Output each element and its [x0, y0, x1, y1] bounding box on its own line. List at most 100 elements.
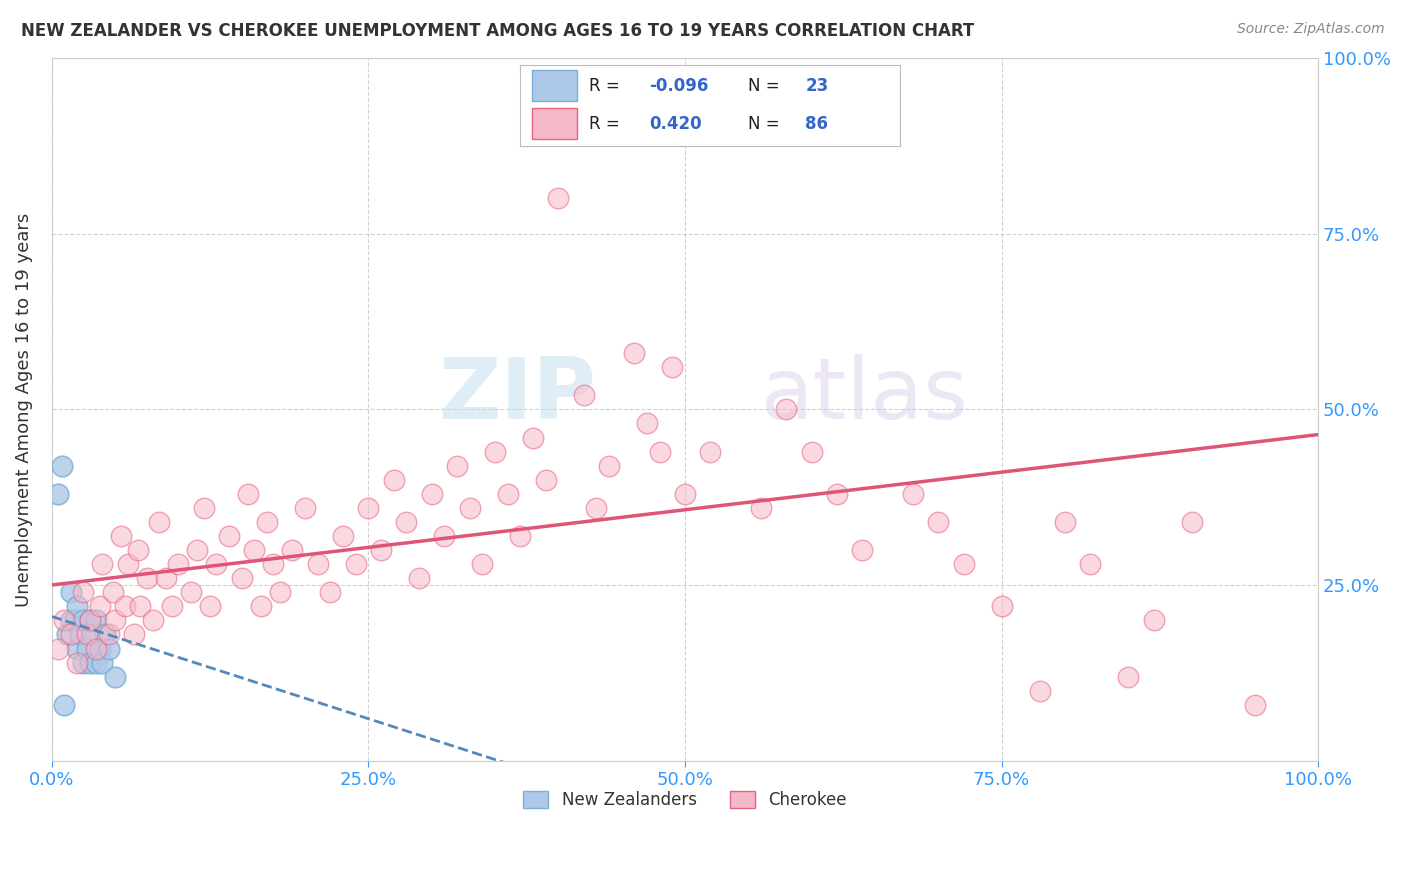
Point	[1116, 670, 1139, 684]
Point	[122, 627, 145, 641]
Point	[509, 529, 531, 543]
Point	[572, 388, 595, 402]
Point	[1142, 614, 1164, 628]
Point	[231, 571, 253, 585]
Point	[749, 500, 772, 515]
Point	[471, 557, 494, 571]
Point	[72, 585, 94, 599]
Point	[598, 458, 620, 473]
Point	[97, 641, 120, 656]
Point	[84, 656, 107, 670]
Point	[1078, 557, 1101, 571]
Point	[127, 543, 149, 558]
Point	[148, 515, 170, 529]
Point	[142, 614, 165, 628]
Point	[547, 191, 569, 205]
Point	[256, 515, 278, 529]
Point	[724, 121, 747, 136]
Point	[76, 627, 98, 641]
Text: atlas: atlas	[761, 354, 969, 437]
Point	[661, 360, 683, 375]
Point	[101, 585, 124, 599]
Point	[193, 500, 215, 515]
Point	[673, 487, 696, 501]
Point	[382, 473, 405, 487]
Point	[135, 571, 157, 585]
Point	[344, 557, 367, 571]
Point	[91, 557, 114, 571]
Point	[72, 656, 94, 670]
Point	[56, 627, 79, 641]
Point	[160, 599, 183, 614]
Point	[307, 557, 329, 571]
Point	[927, 515, 949, 529]
Y-axis label: Unemployment Among Ages 16 to 19 years: Unemployment Among Ages 16 to 19 years	[15, 212, 32, 607]
Point	[249, 599, 271, 614]
Point	[218, 529, 240, 543]
Point	[114, 599, 136, 614]
Point	[281, 543, 304, 558]
Point	[319, 585, 342, 599]
Point	[585, 500, 607, 515]
Point	[79, 614, 101, 628]
Text: NEW ZEALANDER VS CHEROKEE UNEMPLOYMENT AMONG AGES 16 TO 19 YEARS CORRELATION CHA: NEW ZEALANDER VS CHEROKEE UNEMPLOYMENT A…	[21, 22, 974, 40]
Point	[66, 599, 89, 614]
Point	[990, 599, 1012, 614]
Point	[332, 529, 354, 543]
Point	[82, 627, 104, 641]
Point	[59, 627, 82, 641]
Point	[79, 614, 101, 628]
Point	[167, 557, 190, 571]
Point	[79, 656, 101, 670]
Point	[243, 543, 266, 558]
Point	[534, 473, 557, 487]
Point	[269, 585, 291, 599]
Point	[180, 585, 202, 599]
Point	[433, 529, 456, 543]
Point	[699, 444, 721, 458]
Point	[408, 571, 430, 585]
Point	[205, 557, 228, 571]
Point	[97, 627, 120, 641]
Point	[775, 402, 797, 417]
Point	[72, 614, 94, 628]
Point	[420, 487, 443, 501]
Point	[94, 627, 117, 641]
Point	[155, 571, 177, 585]
Point	[59, 614, 82, 628]
Point	[104, 614, 127, 628]
Point	[46, 641, 69, 656]
Point	[91, 656, 114, 670]
Point	[294, 500, 316, 515]
Point	[851, 543, 873, 558]
Point	[76, 641, 98, 656]
Point	[484, 444, 506, 458]
Point	[59, 585, 82, 599]
Point	[51, 458, 73, 473]
Point	[53, 614, 76, 628]
Point	[370, 543, 392, 558]
Point	[186, 543, 208, 558]
Point	[69, 627, 91, 641]
Point	[623, 346, 645, 360]
Point	[53, 698, 76, 712]
Point	[110, 529, 132, 543]
Point	[357, 500, 380, 515]
Point	[63, 614, 86, 628]
Point	[66, 656, 89, 670]
Point	[648, 444, 671, 458]
Point	[1243, 698, 1265, 712]
Point	[522, 430, 544, 444]
Point	[46, 487, 69, 501]
Point	[117, 557, 139, 571]
Point	[825, 487, 848, 501]
Point	[800, 444, 823, 458]
Point	[89, 641, 111, 656]
Text: ZIP: ZIP	[439, 354, 596, 437]
Point	[1180, 515, 1202, 529]
Point	[395, 515, 418, 529]
Point	[952, 557, 974, 571]
Text: Source: ZipAtlas.com: Source: ZipAtlas.com	[1237, 22, 1385, 37]
Point	[636, 417, 658, 431]
Point	[1053, 515, 1076, 529]
